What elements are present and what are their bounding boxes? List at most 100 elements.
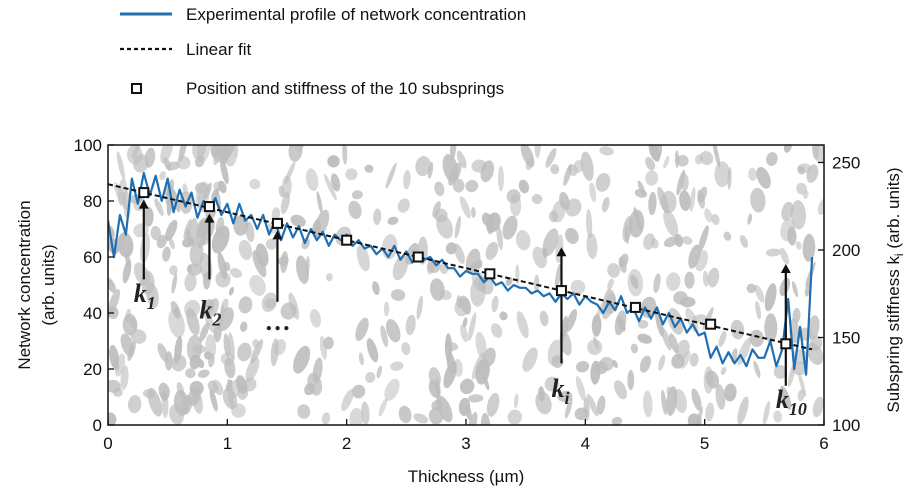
texture-blob	[176, 155, 191, 170]
y-right-tick-label: 100	[832, 416, 860, 435]
x-tick-label: 6	[819, 434, 828, 453]
texture-blob	[674, 233, 684, 248]
texture-blob	[780, 385, 792, 410]
texture-blob	[444, 341, 459, 351]
subspring-marker	[203, 201, 215, 213]
texture-blob	[348, 200, 362, 220]
texture-blob	[127, 395, 142, 414]
texture-blob	[658, 354, 666, 371]
texture-blob	[640, 296, 657, 318]
texture-blob	[459, 378, 475, 395]
texture-blob	[570, 279, 586, 295]
texture-blob	[715, 384, 726, 410]
texture-blob	[325, 273, 333, 282]
texture-blob	[183, 218, 192, 240]
annotation-arrowhead	[138, 199, 149, 209]
texture-blob	[648, 191, 657, 216]
texture-blob	[748, 167, 758, 181]
texture-blob	[567, 164, 578, 176]
texture-blob	[380, 325, 389, 348]
texture-blob	[372, 281, 380, 295]
y-left-axis-title: Network concentration	[15, 200, 34, 369]
texture-blob	[688, 244, 701, 269]
annotation-label-main: k	[134, 279, 147, 308]
texture-blob	[132, 145, 141, 159]
y-right-axis-title-sub: i	[892, 253, 904, 256]
texture-blob	[194, 182, 208, 194]
texture-blob	[559, 191, 570, 211]
annotation-label-main: k	[776, 385, 789, 414]
texture-blob	[434, 181, 445, 197]
texture-blob	[630, 343, 639, 354]
texture-blob	[764, 313, 778, 343]
texture-blob	[471, 351, 485, 380]
texture-blob	[144, 147, 156, 168]
texture-blob	[384, 378, 400, 401]
texture-blob	[373, 208, 382, 226]
texture-blob	[250, 339, 264, 364]
texture-blob	[165, 219, 178, 242]
texture-blob	[356, 244, 370, 272]
texture-blob	[516, 311, 529, 339]
texture-blob	[290, 214, 306, 227]
texture-blob	[439, 289, 452, 301]
texture-blob	[545, 147, 557, 168]
texture-blob	[515, 229, 531, 251]
texture-blob	[445, 242, 457, 255]
texture-blob	[531, 193, 543, 205]
texture-blob	[154, 198, 164, 216]
texture-blob	[806, 164, 819, 183]
texture-blob	[220, 159, 229, 185]
texture-blob	[575, 375, 586, 402]
texture-blob	[564, 397, 573, 419]
annotation-label-main: k	[199, 296, 212, 325]
texture-blob	[453, 358, 463, 377]
x-tick-label: 1	[223, 434, 232, 453]
texture-blob	[453, 243, 465, 264]
texture-blob	[666, 386, 672, 396]
texture-blob	[108, 279, 116, 293]
texture-blob	[723, 383, 737, 402]
texture-blob	[639, 355, 651, 373]
texture-blob	[798, 371, 807, 398]
texture-blob	[436, 214, 453, 239]
texture-blob	[387, 216, 399, 225]
texture-blob	[486, 392, 500, 417]
texture-blob	[483, 375, 490, 391]
texture-blob	[261, 292, 278, 313]
texture-blob	[711, 213, 720, 226]
texture-blob	[702, 270, 709, 287]
texture-blob	[654, 308, 664, 338]
texture-blob	[707, 267, 720, 288]
texture-blob	[385, 162, 397, 189]
texture-blob	[223, 333, 231, 358]
texture-blob	[595, 172, 611, 192]
texture-blob	[398, 405, 412, 424]
texture-blob	[229, 268, 242, 278]
texture-blob	[390, 361, 404, 371]
texture-blob	[159, 171, 166, 181]
texture-blob	[506, 189, 521, 204]
texture-blob	[124, 252, 131, 269]
subspring-marker	[780, 338, 792, 350]
texture-blob	[150, 225, 161, 241]
texture-blob	[766, 151, 778, 167]
texture-blob	[502, 215, 518, 240]
y-left-axis-units: (arb. units)	[39, 244, 58, 325]
texture-blob	[465, 179, 479, 193]
texture-blob	[685, 307, 699, 333]
texture-blob	[405, 242, 419, 265]
texture-blob	[505, 276, 513, 286]
texture-blob	[213, 181, 222, 192]
annotation-label-1: k1	[134, 279, 156, 313]
texture-blob	[557, 391, 573, 402]
texture-blob	[281, 175, 292, 198]
texture-blob	[614, 310, 627, 336]
texture-blob	[547, 339, 564, 366]
texture-blob	[599, 146, 614, 156]
texture-blob	[327, 155, 340, 168]
texture-blob	[446, 353, 456, 375]
texture-blob	[459, 295, 472, 315]
texture-blob	[171, 273, 178, 294]
texture-blob	[345, 168, 358, 181]
